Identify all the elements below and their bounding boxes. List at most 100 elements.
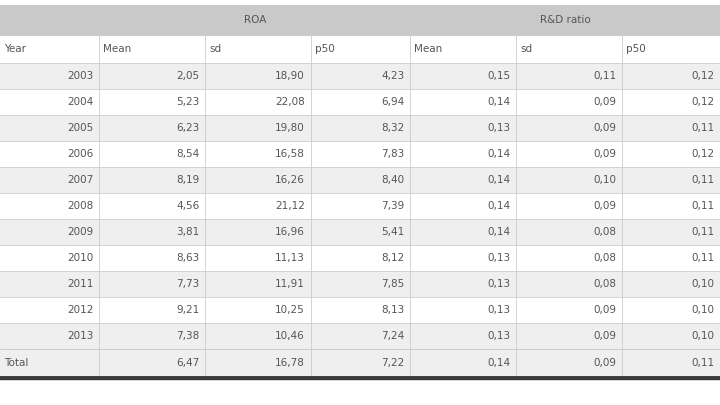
Text: 8,19: 8,19	[176, 175, 199, 185]
Text: Mean: Mean	[104, 44, 132, 54]
Text: 2012: 2012	[67, 305, 94, 315]
Text: 16,96: 16,96	[275, 227, 305, 237]
Text: 7,24: 7,24	[381, 331, 405, 341]
Text: 6,94: 6,94	[381, 97, 405, 107]
Text: 16,78: 16,78	[275, 358, 305, 368]
Text: 2003: 2003	[67, 71, 94, 81]
Text: 7,83: 7,83	[381, 149, 405, 159]
Text: 11,91: 11,91	[275, 279, 305, 289]
Text: 0,13: 0,13	[487, 279, 510, 289]
Text: 6,47: 6,47	[176, 358, 199, 368]
Text: R&D ratio: R&D ratio	[540, 15, 590, 25]
Text: 0,12: 0,12	[691, 97, 714, 107]
Bar	[0, 271, 720, 297]
Text: 2010: 2010	[67, 253, 94, 263]
Text: 0,13: 0,13	[487, 123, 510, 133]
Text: 4,56: 4,56	[176, 201, 199, 211]
Text: Mean: Mean	[415, 44, 443, 54]
Text: 0,09: 0,09	[593, 123, 616, 133]
Text: 0,12: 0,12	[691, 71, 714, 81]
Text: 0,13: 0,13	[487, 253, 510, 263]
Text: 2005: 2005	[67, 123, 94, 133]
Text: 2011: 2011	[67, 279, 94, 289]
Bar	[0, 297, 720, 323]
Text: 7,22: 7,22	[381, 358, 405, 368]
Bar	[0, 245, 720, 271]
Text: 16,58: 16,58	[275, 149, 305, 159]
Bar	[0, 219, 720, 245]
Text: 0,10: 0,10	[691, 305, 714, 315]
Text: 2004: 2004	[67, 97, 94, 107]
Text: 0,09: 0,09	[593, 201, 616, 211]
Text: ROA: ROA	[243, 15, 266, 25]
Text: 8,12: 8,12	[381, 253, 405, 263]
Text: 2013: 2013	[67, 331, 94, 341]
Text: 2009: 2009	[67, 227, 94, 237]
Text: sd: sd	[210, 44, 221, 54]
Text: 19,80: 19,80	[275, 123, 305, 133]
Bar	[0, 167, 720, 193]
Text: 0,12: 0,12	[691, 149, 714, 159]
Text: Year: Year	[4, 44, 26, 54]
Text: 18,90: 18,90	[275, 71, 305, 81]
Text: 5,23: 5,23	[176, 97, 199, 107]
Text: 11,13: 11,13	[275, 253, 305, 263]
Text: 0,11: 0,11	[691, 201, 714, 211]
Text: 0,14: 0,14	[487, 227, 510, 237]
Bar	[0, 35, 720, 63]
Text: 0,10: 0,10	[691, 279, 714, 289]
Text: 2007: 2007	[67, 175, 94, 185]
Text: 0,09: 0,09	[593, 331, 616, 341]
Text: 4,23: 4,23	[381, 71, 405, 81]
Bar	[0, 323, 720, 349]
Text: 7,39: 7,39	[381, 201, 405, 211]
Text: 16,26: 16,26	[275, 175, 305, 185]
Text: 0,11: 0,11	[691, 175, 714, 185]
Text: 3,81: 3,81	[176, 227, 199, 237]
Text: 7,85: 7,85	[381, 279, 405, 289]
Bar	[0, 89, 720, 115]
Text: 0,08: 0,08	[593, 279, 616, 289]
Text: 8,54: 8,54	[176, 149, 199, 159]
Text: 0,13: 0,13	[487, 331, 510, 341]
Text: 0,09: 0,09	[593, 358, 616, 368]
Text: 5,41: 5,41	[381, 227, 405, 237]
Text: 10,25: 10,25	[275, 305, 305, 315]
Bar	[0, 115, 720, 141]
Text: 0,15: 0,15	[487, 71, 510, 81]
Text: 0,09: 0,09	[593, 149, 616, 159]
Text: 0,08: 0,08	[593, 253, 616, 263]
Text: 21,12: 21,12	[275, 201, 305, 211]
Text: p50: p50	[626, 44, 646, 54]
Text: 22,08: 22,08	[275, 97, 305, 107]
Text: 0,11: 0,11	[691, 123, 714, 133]
Text: 8,13: 8,13	[381, 305, 405, 315]
Text: 6,23: 6,23	[176, 123, 199, 133]
Text: 0,14: 0,14	[487, 97, 510, 107]
Text: 8,63: 8,63	[176, 253, 199, 263]
Text: Total: Total	[4, 358, 28, 368]
Bar	[0, 349, 720, 377]
Text: 0,14: 0,14	[487, 175, 510, 185]
Text: 0,10: 0,10	[691, 331, 714, 341]
Text: 8,32: 8,32	[381, 123, 405, 133]
Text: p50: p50	[315, 44, 335, 54]
Text: 7,38: 7,38	[176, 331, 199, 341]
Text: 2008: 2008	[67, 201, 94, 211]
Text: sd: sd	[521, 44, 532, 54]
Text: 9,21: 9,21	[176, 305, 199, 315]
Bar	[0, 193, 720, 219]
Text: 2006: 2006	[67, 149, 94, 159]
Text: 0,14: 0,14	[487, 358, 510, 368]
Text: 0,09: 0,09	[593, 97, 616, 107]
Bar	[0, 141, 720, 167]
Bar	[0, 63, 720, 89]
Text: 0,10: 0,10	[593, 175, 616, 185]
Text: 0,13: 0,13	[487, 305, 510, 315]
Bar	[0, 5, 720, 35]
Text: 8,40: 8,40	[382, 175, 405, 185]
Text: 10,46: 10,46	[275, 331, 305, 341]
Text: 0,08: 0,08	[593, 227, 616, 237]
Text: 2,05: 2,05	[176, 71, 199, 81]
Text: 0,11: 0,11	[691, 358, 714, 368]
